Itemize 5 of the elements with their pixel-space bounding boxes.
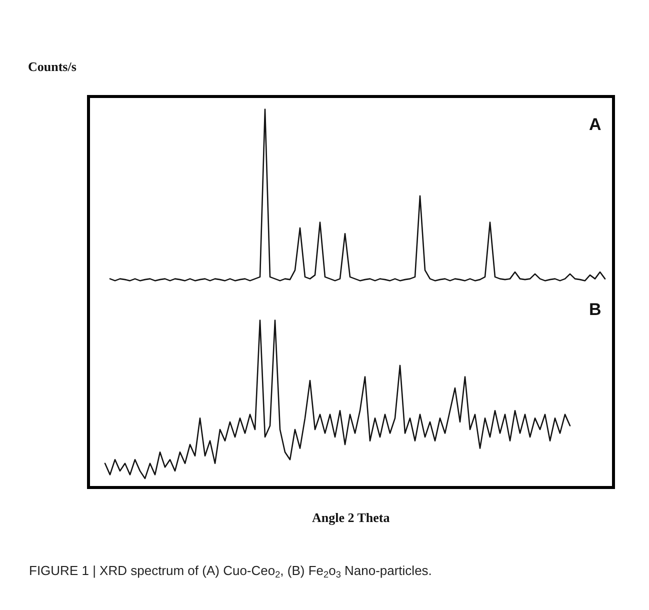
- text: B: [589, 300, 602, 319]
- text: A: [589, 115, 602, 134]
- y-axis-title: Counts/s: [28, 59, 76, 74]
- caption: FIGURE 1 | XRD spectrum of (A) Cuo-Ceo$_{2}$, (B) Fe$_{2}$o$_{3}$ Nano-particles.: [29, 563, 432, 580]
- x-axis-title: Angle 2 Theta: [312, 510, 390, 525]
